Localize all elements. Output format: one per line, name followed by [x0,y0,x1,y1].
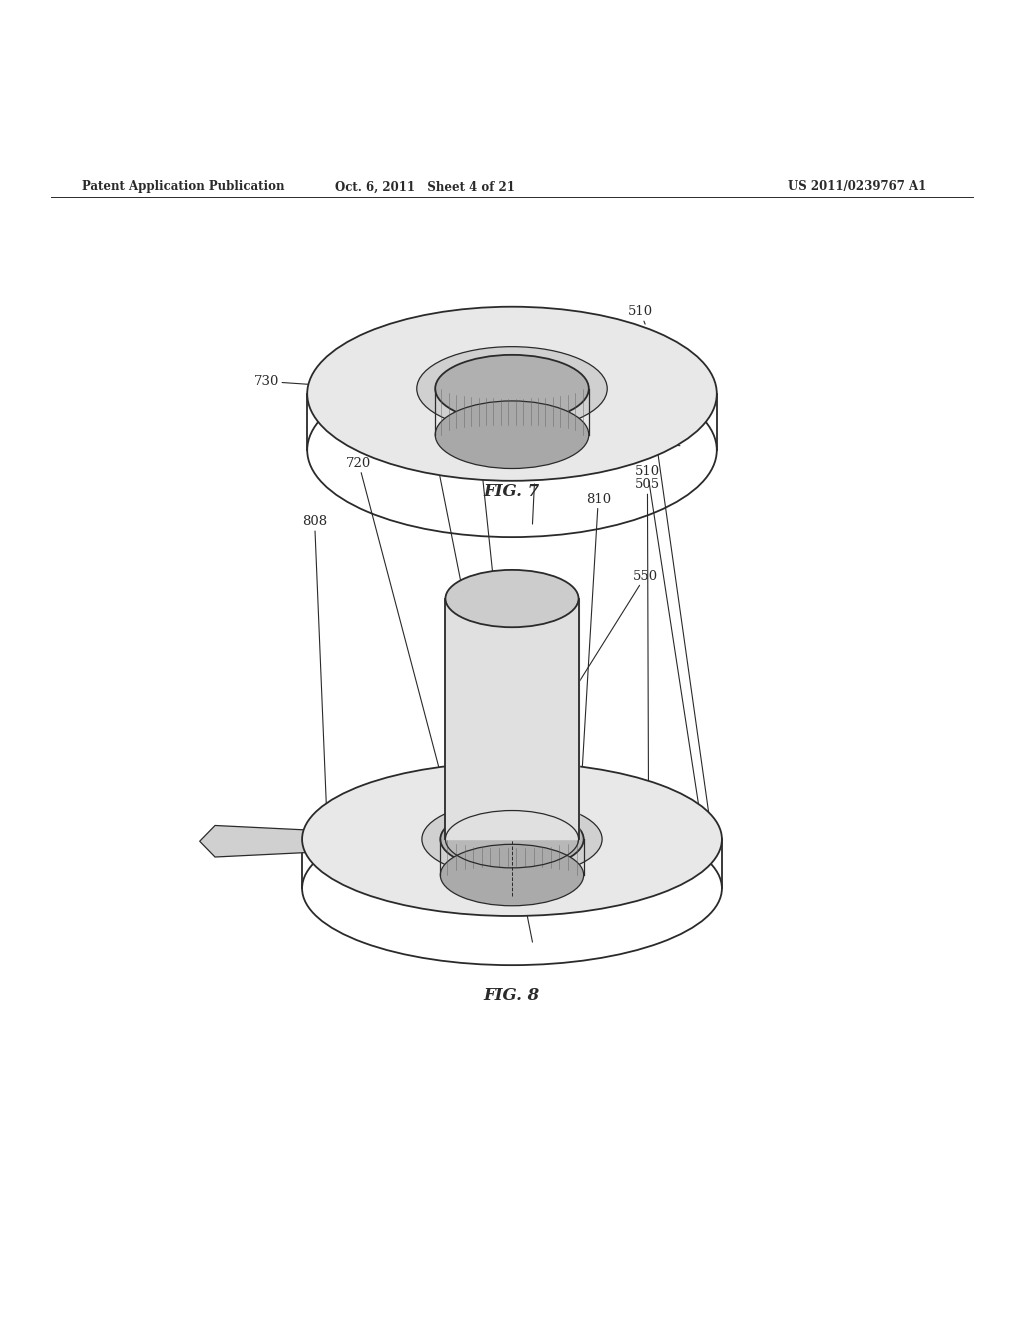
Text: 610: 610 [412,391,532,942]
Text: 712: 712 [643,374,709,385]
Ellipse shape [307,306,717,480]
Text: 716: 716 [635,434,680,447]
Text: 714: 714 [522,469,548,524]
Text: 510: 510 [635,465,700,820]
Ellipse shape [435,355,589,422]
Text: Patent Application Publication: Patent Application Publication [82,181,285,194]
Text: FIG. 8: FIG. 8 [484,987,540,1005]
Ellipse shape [422,801,602,876]
Text: 712: 712 [643,432,714,847]
Ellipse shape [302,763,722,916]
Text: FIG. 7: FIG. 7 [484,483,540,499]
Ellipse shape [445,570,579,627]
Text: 720: 720 [486,425,522,441]
Text: 808: 808 [302,515,328,828]
Text: 100: 100 [466,432,522,854]
Text: 510: 510 [628,305,653,325]
Text: 730: 730 [254,375,319,388]
Polygon shape [200,825,307,857]
Ellipse shape [417,347,607,430]
Text: 720: 720 [346,457,462,854]
Ellipse shape [435,401,589,469]
Text: Oct. 6, 2011   Sheet 4 of 21: Oct. 6, 2011 Sheet 4 of 21 [335,181,515,194]
Text: 810: 810 [579,492,611,830]
Ellipse shape [440,808,584,870]
Polygon shape [445,598,579,840]
Text: 550: 550 [579,569,658,682]
Text: US 2011/0239767 A1: US 2011/0239767 A1 [788,181,927,194]
Ellipse shape [440,845,584,906]
Text: 505: 505 [635,478,660,781]
